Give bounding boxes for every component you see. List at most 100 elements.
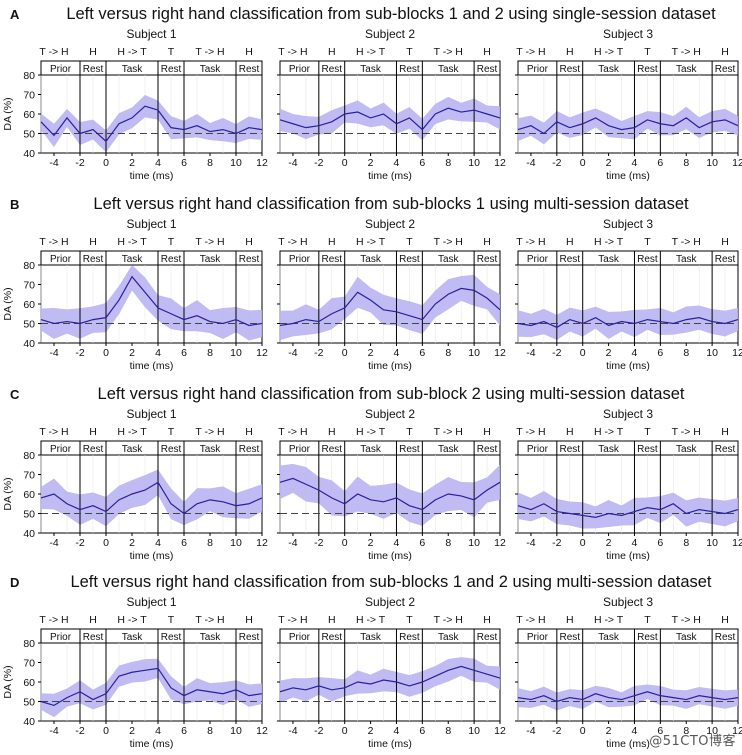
da-line bbox=[40, 481, 263, 515]
phase-box-label: Prior bbox=[289, 254, 311, 265]
x-tick-label: 4 bbox=[155, 347, 161, 359]
phase-box-label: Task bbox=[676, 632, 698, 643]
phase-label: T -> H bbox=[672, 614, 701, 626]
subject-title: Subject 2 bbox=[365, 407, 415, 421]
x-tick-label: 4 bbox=[394, 725, 400, 737]
phase-label: H bbox=[245, 614, 253, 626]
phase-label: T -> H bbox=[516, 46, 545, 58]
phase-label: T bbox=[406, 46, 413, 58]
x-tick-label: 6 bbox=[657, 347, 663, 359]
subplot-D-3: Subject 3 T -> H H H -> T T T -> H H Prior Rest T… bbox=[515, 595, 742, 750]
x-axis-label: time (ms) bbox=[130, 550, 174, 562]
x-tick-label: 4 bbox=[155, 725, 161, 737]
phase-label: T -> H bbox=[278, 46, 307, 58]
phase-box-label: Task bbox=[438, 254, 460, 265]
phase-strip bbox=[40, 628, 263, 644]
phase-label: H -> T bbox=[594, 614, 624, 626]
phase-box-label: Task bbox=[200, 632, 222, 643]
phase-label: H bbox=[89, 614, 97, 626]
phase-label: T -> H bbox=[434, 614, 463, 626]
phase-box-label: Rest bbox=[637, 444, 658, 455]
subplot-B-1: Subject 1 T -> H H H -> T T T -> H H Prior Rest T… bbox=[2, 217, 268, 372]
phase-label: T -> H bbox=[672, 236, 701, 248]
phase-box-label: Rest bbox=[239, 254, 260, 265]
confidence-band bbox=[280, 657, 500, 703]
x-tick-label: 8 bbox=[683, 725, 689, 737]
x-tick-label: -2 bbox=[552, 537, 561, 549]
x-tick-label: 0 bbox=[103, 157, 109, 169]
phase-label: H bbox=[566, 46, 574, 58]
phase-label: H -> T bbox=[594, 426, 624, 438]
confidence-band bbox=[41, 469, 262, 527]
x-axis-label: time (ms) bbox=[606, 360, 650, 372]
phase-box-label: Rest bbox=[161, 64, 182, 75]
phase-box-label: Rest bbox=[83, 632, 104, 643]
row-title: Left versus right hand classification fr… bbox=[66, 5, 716, 23]
phase-label: T bbox=[168, 46, 175, 58]
phase-label: H bbox=[89, 46, 97, 58]
phase-label: H bbox=[328, 236, 336, 248]
x-tick-label: 2 bbox=[368, 157, 374, 169]
x-tick-label: 10 bbox=[706, 537, 718, 549]
phase-box-label: Task bbox=[676, 254, 698, 265]
subject-title: Subject 2 bbox=[365, 217, 415, 231]
phase-label: T -> H bbox=[195, 426, 224, 438]
x-axis-label: time (ms) bbox=[130, 170, 174, 182]
phase-label: H bbox=[328, 614, 336, 626]
x-tick-label: 2 bbox=[129, 347, 135, 359]
y-tick-label: 40 bbox=[23, 528, 35, 540]
phase-label: H bbox=[483, 614, 491, 626]
x-tick-label: 0 bbox=[342, 725, 348, 737]
phase-box-label: Rest bbox=[399, 632, 420, 643]
x-tick-label: 10 bbox=[230, 347, 242, 359]
x-tick-label: -2 bbox=[314, 347, 323, 359]
phase-box-label: Task bbox=[200, 444, 222, 455]
x-tick-label: 4 bbox=[632, 725, 638, 737]
phase-box-label: Rest bbox=[83, 254, 104, 265]
phase-box-label: Task bbox=[438, 632, 460, 643]
phase-box-label: Rest bbox=[321, 64, 342, 75]
phase-label: T bbox=[406, 236, 413, 248]
x-tick-label: 8 bbox=[445, 157, 451, 169]
y-tick-label: 70 bbox=[23, 90, 35, 102]
figure-row-C: C Left versus right hand classification f… bbox=[2, 385, 742, 562]
phase-box-label: Rest bbox=[239, 632, 260, 643]
x-tick-label: 6 bbox=[181, 347, 187, 359]
da-line bbox=[40, 105, 263, 143]
y-tick-label: 60 bbox=[23, 299, 35, 311]
x-tick-label: -2 bbox=[75, 537, 84, 549]
x-tick-label: -4 bbox=[49, 347, 58, 359]
phase-label: T -> H bbox=[672, 46, 701, 58]
phase-label: H bbox=[483, 426, 491, 438]
x-tick-label: 12 bbox=[256, 537, 268, 549]
phase-strip bbox=[40, 250, 263, 266]
x-tick-label: 2 bbox=[606, 725, 612, 737]
y-tick-label: 70 bbox=[23, 658, 35, 670]
x-tick-label: 10 bbox=[230, 157, 242, 169]
x-tick-label: 12 bbox=[494, 347, 506, 359]
phase-label: H bbox=[566, 426, 574, 438]
x-tick-label: 2 bbox=[129, 157, 135, 169]
phase-label: H bbox=[245, 236, 253, 248]
x-tick-label: 8 bbox=[207, 725, 213, 737]
x-axis-label: time (ms) bbox=[368, 550, 412, 562]
x-tick-label: 8 bbox=[683, 537, 689, 549]
phase-label: T -> H bbox=[516, 614, 545, 626]
phase-box-label: Rest bbox=[83, 444, 104, 455]
panel-letter: D bbox=[10, 575, 19, 590]
phase-label: T bbox=[644, 46, 651, 58]
phase-strip bbox=[279, 440, 501, 456]
figure-row-B: B Left versus right hand classification f… bbox=[2, 195, 742, 372]
phase-label: T -> H bbox=[195, 236, 224, 248]
x-tick-label: 10 bbox=[706, 347, 718, 359]
x-tick-label: 2 bbox=[368, 347, 374, 359]
x-tick-label: 12 bbox=[494, 725, 506, 737]
phase-label: H bbox=[721, 614, 729, 626]
phase-box-label: Task bbox=[360, 632, 382, 643]
phase-box-label: Task bbox=[122, 254, 144, 265]
y-tick-label: 40 bbox=[23, 148, 35, 160]
phase-label: T -> H bbox=[434, 46, 463, 58]
x-tick-label: 10 bbox=[230, 725, 242, 737]
phase-label: T -> H bbox=[278, 614, 307, 626]
